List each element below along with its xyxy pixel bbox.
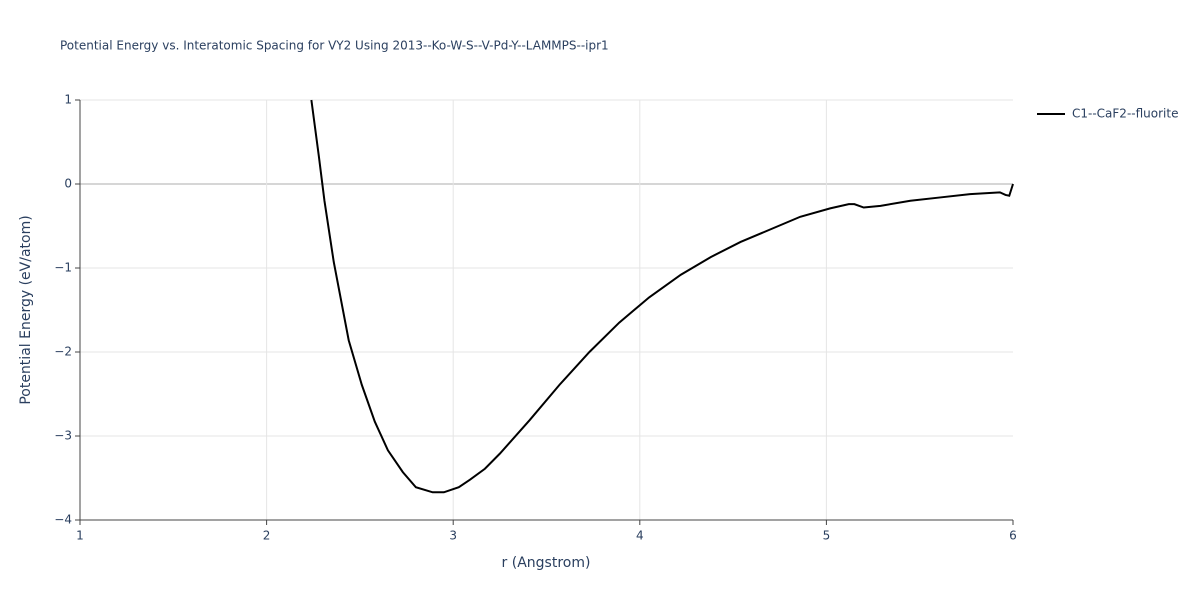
y-tick-label: −2: [54, 345, 72, 359]
legend-label: C1--CaF2--fluorite: [1072, 107, 1178, 121]
data-line: [310, 99, 1014, 494]
x-tick-label: 5: [823, 529, 831, 543]
x-tick-label: 2: [263, 529, 271, 543]
y-tick-label: 0: [64, 177, 72, 191]
y-tick-label: −3: [54, 429, 72, 443]
x-axis-label: r (Angstrom): [502, 555, 591, 571]
x-tick-label: 3: [449, 529, 457, 543]
chart-title: Potential Energy vs. Interatomic Spacing…: [60, 39, 609, 53]
y-tick-label: −1: [54, 261, 72, 275]
x-tick-label: 4: [636, 529, 644, 543]
y-tick-label: −4: [54, 513, 72, 527]
y-axis-label: Potential Energy (eV/atom): [18, 215, 34, 404]
x-tick-label: 6: [1009, 529, 1017, 543]
x-tick-label: 1: [76, 529, 84, 543]
y-tick-label: 1: [64, 93, 72, 107]
